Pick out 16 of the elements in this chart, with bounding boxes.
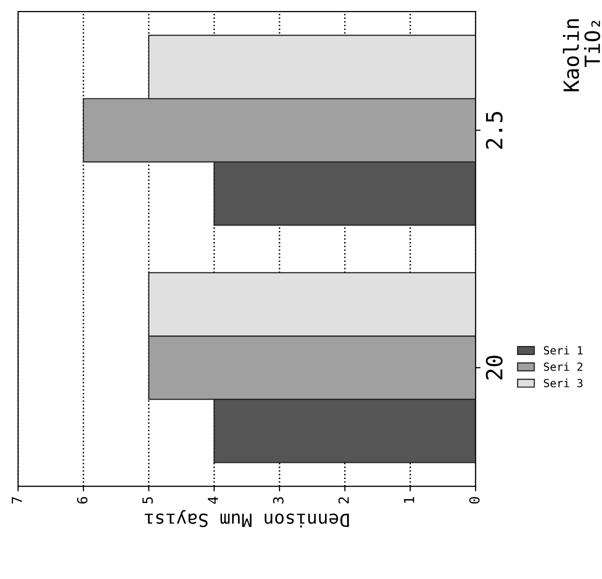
legend-label: Seri 1 — [544, 346, 583, 355]
x-tick-label: 1 — [404, 497, 414, 503]
legend-label: Seri 2 — [544, 362, 582, 371]
x-tick-label: 7 — [12, 497, 22, 504]
x-tick-label: 5 — [142, 497, 153, 504]
x-tick-label: 4 — [208, 496, 218, 504]
x-axis-title: Dennison Mum Sayısı — [144, 510, 349, 528]
x-tick-label: 2 — [338, 497, 349, 504]
y-tick-label: 20 — [486, 356, 503, 380]
x-tick-label: 3 — [273, 497, 284, 504]
x-tick-label: 0 — [469, 496, 480, 504]
y-tick-label: 2.5 — [486, 112, 503, 149]
text: Kaolin — [562, 19, 580, 92]
text: TiO₂ — [584, 20, 600, 68]
legend-label: Seri 3 — [544, 378, 582, 388]
x-tick-label: 6 — [76, 496, 88, 504]
